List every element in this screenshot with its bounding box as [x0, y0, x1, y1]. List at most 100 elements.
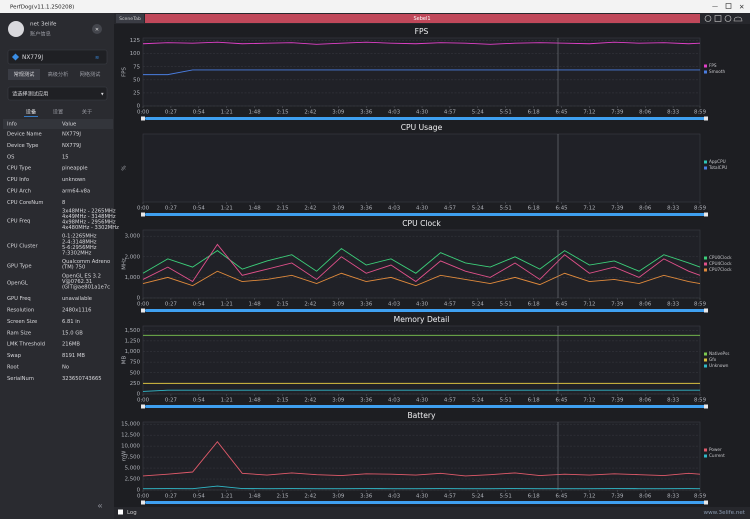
x-tick-label: 7:12 [583, 398, 595, 404]
x-tick-label: 3:36 [360, 206, 373, 212]
label-bar[interactable] [145, 14, 700, 23]
x-tick-label: 0:54 [193, 302, 206, 308]
log-checkbox[interactable] [118, 509, 123, 515]
x-tick-label: 2:15 [276, 494, 288, 500]
tab[interactable]: 网络测试 [80, 70, 102, 78]
y-axis-label: mW [122, 450, 128, 461]
legend-label: AppCPU [709, 159, 726, 164]
chart-title: CPU Usage [401, 123, 443, 132]
x-tick-label: 0:54 [193, 398, 206, 404]
window-title: PerfDog(v11.1.250208) [10, 4, 74, 10]
chart-panel: Memory Detail MB 0 250 500 750 1,000 1,250 1,500… [122, 315, 729, 409]
info-label: Root [7, 365, 19, 371]
window-maximize[interactable] [725, 3, 732, 9]
x-tick-label: 1:21 [221, 302, 233, 308]
account-info[interactable]: 账户信息 [30, 30, 51, 38]
legend-label: CPU0Clock [709, 255, 732, 260]
x-tick-label: 5:51 [500, 302, 512, 308]
x-tick-label: 8:33 [667, 398, 679, 404]
device-select[interactable] [7, 49, 108, 65]
legend-swatch [704, 358, 707, 362]
plot-area [142, 421, 701, 491]
legend-swatch [704, 268, 707, 272]
y-tick-label: 1,000 [125, 349, 141, 355]
window-close[interactable]: ✕ [739, 3, 744, 11]
y-tick-label: 50 [133, 77, 140, 83]
app-select[interactable] [7, 86, 108, 101]
x-tick-label: 0:27 [165, 494, 177, 500]
y-tick-label: 1,000 [125, 275, 141, 281]
x-tick-label: 5:24 [472, 110, 485, 116]
x-tick-label: 3:09 [332, 206, 345, 212]
info-value: V@0762.31 [62, 279, 92, 285]
scene-tab-bg[interactable] [116, 14, 144, 23]
x-tick-label: 7:39 [611, 494, 624, 500]
x-tick-label: 0:00 [137, 302, 150, 308]
info-label: CPU Type [7, 166, 31, 172]
collapse-button[interactable]: « [97, 502, 103, 512]
scroll-handle [704, 212, 708, 217]
chart-title: FPS [415, 27, 429, 36]
info-label: SerialNum [7, 376, 34, 382]
x-tick-label: 4:30 [416, 494, 429, 500]
legend-swatch [704, 166, 707, 170]
x-tick-label: 3:36 [360, 110, 373, 116]
tab[interactable]: 常规测试 [14, 70, 36, 78]
chart-panel: FPS FPS 0 25 50 75 100 125 0:00 0:27 0:54 1:21 1:48 2… [122, 27, 726, 121]
x-tick-label: 4:57 [444, 302, 456, 308]
x-tick-label: 8:33 [667, 206, 679, 212]
legend-swatch [704, 454, 707, 458]
x-tick-label: 7:39 [611, 398, 624, 404]
x-tick-label: 1:21 [221, 398, 233, 404]
x-tick-label: 4:30 [416, 110, 429, 116]
series-line [142, 247, 701, 274]
legend-label: Unknown [709, 363, 729, 368]
x-tick-label: 0:00 [137, 206, 150, 212]
window-minimize[interactable]: — [712, 3, 718, 10]
toolbar-icon[interactable] [704, 15, 712, 22]
x-tick-label: 5:51 [500, 398, 512, 404]
y-tick-label: 0 [137, 296, 141, 302]
sub-tab[interactable]: 关于 [82, 108, 92, 116]
x-tick-label: 4:30 [416, 398, 429, 404]
x-tick-label: 6:18 [528, 398, 541, 404]
info-label: Resolution [7, 308, 34, 314]
info-label: OpenGL [7, 281, 28, 287]
legend-label: TotalCPU [708, 165, 727, 170]
label-text: Sebel1 [413, 16, 430, 22]
toolbar-icon[interactable] [724, 15, 732, 22]
info-value: 2-4:3148MHz [62, 239, 97, 245]
scene-tab[interactable]: SceneTab [119, 16, 141, 22]
x-tick-label: 8:06 [639, 398, 652, 404]
legend-label: Gfx [709, 357, 717, 362]
series-line [142, 389, 700, 392]
info-value: 216MB [62, 342, 80, 348]
scroll-handle [141, 212, 145, 217]
info-value: 8191 MB [62, 353, 85, 359]
y-tick-label: 12,500 [121, 433, 140, 439]
tab[interactable]: 高级分析 [48, 70, 69, 78]
y-tick-label: 125 [130, 38, 140, 44]
x-tick-label: 7:39 [611, 110, 624, 116]
series-line [142, 243, 701, 283]
watermark: www.3elife.net [704, 510, 746, 516]
avatar[interactable] [8, 21, 24, 37]
sub-tab[interactable]: 设备 [26, 108, 37, 116]
x-tick-label: 0:00 [137, 398, 150, 404]
close-button[interactable] [92, 24, 102, 34]
sub-tab[interactable]: 设置 [53, 108, 63, 116]
x-tick-label: 6:45 [555, 494, 567, 500]
info-value: 7:3302MHz [62, 251, 92, 257]
x-tick-label: 1:21 [221, 110, 233, 116]
x-tick-label: 8:06 [639, 110, 652, 116]
toolbar-icon[interactable] [714, 15, 722, 22]
scroll-handle [141, 308, 145, 313]
x-tick-label: 4:03 [388, 206, 400, 212]
info-value: 4x480MHz - 3302MHz [62, 225, 119, 231]
x-tick-label: 6:45 [555, 398, 567, 404]
toolbar-icon[interactable] [733, 16, 743, 22]
x-tick-label: 2:15 [276, 110, 288, 116]
series-line [142, 41, 701, 45]
info-header: Info [7, 122, 17, 128]
x-tick-label: 4:03 [388, 398, 400, 404]
